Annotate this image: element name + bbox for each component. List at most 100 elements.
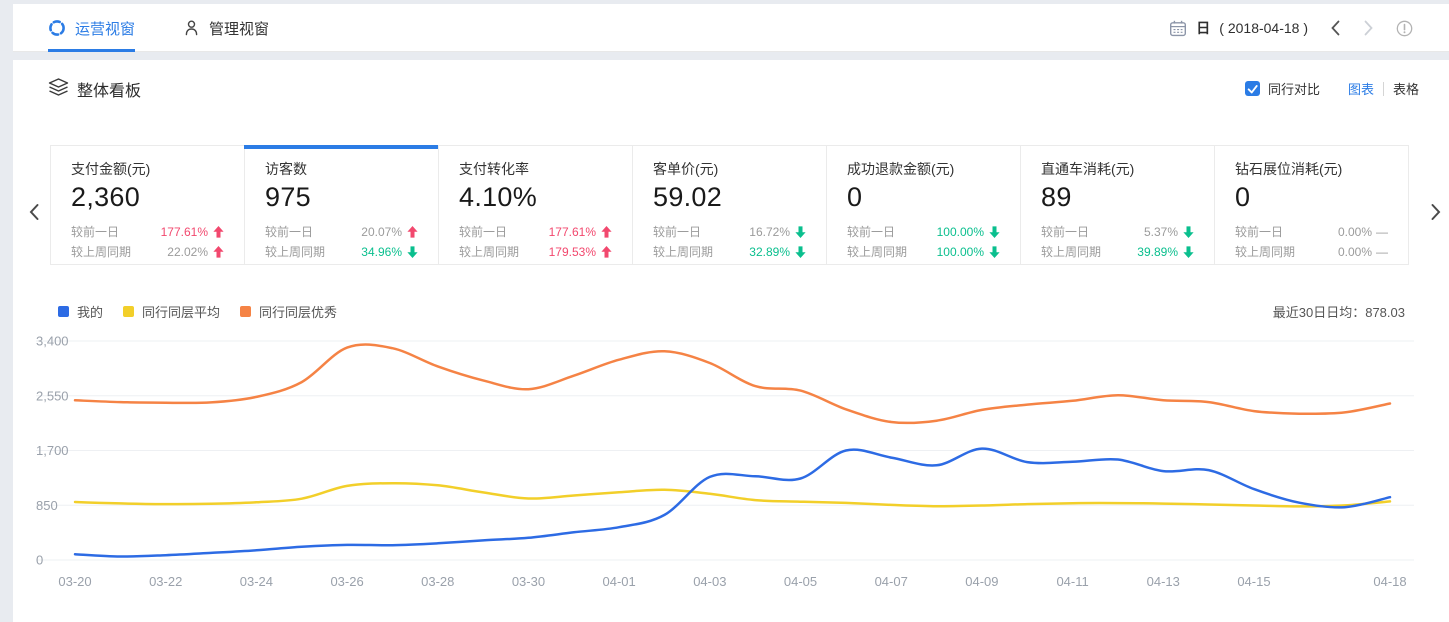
card-value: 89 [1041,182,1072,212]
cards-prev-button[interactable] [28,203,40,226]
card-comparisons: 较前一日 20.07% 较上周同期 34.96% [265,222,418,262]
comparison-row: 较前一日 100.00% [847,222,1000,242]
card-title: 支付转化率 [459,161,529,177]
comparison-value: 22.02% [167,245,208,259]
topbar [13,4,1449,52]
cards-next-button[interactable] [1430,203,1442,226]
tab-management-view[interactable]: 管理视窗 [183,4,269,52]
metric-card-6[interactable]: 直通车消耗(元) 89 较前一日 5.37% 较上周同期 39.89% [1020,145,1215,265]
comparison-value: 0.00% [1337,225,1372,239]
info-icon [1396,20,1413,36]
comparison-trend [596,246,612,258]
view-toggle-table[interactable]: 表格 [1392,82,1419,97]
comparison-row: 较前一日 177.61% [459,222,612,242]
card-comparisons: 较前一日 100.00% 较上周同期 100.00% [847,222,1000,262]
sync-circle-icon [49,20,65,36]
metric-card-1[interactable]: 支付金额(元) 2,360 较前一日 177.61% 较上周同期 22.02% [50,145,245,265]
y-tick-label: 0 [36,553,43,568]
series-line-3 [73,343,1392,425]
y-tick-label: 1,700 [36,443,69,458]
comparison-label: 较前一日 [71,225,120,239]
comparison-value: 177.61% [160,225,208,239]
comparison-row: 较上周同期 34.96% [265,242,418,262]
comparison-value: 177.61% [548,225,596,239]
x-tick-label: 03-20 [58,574,91,589]
metric-card-5[interactable]: 成功退款金额(元) 0 较前一日 100.00% 较上周同期 100.00% [826,145,1021,265]
tab-operations-view[interactable]: 运营视窗 [48,4,136,52]
comparison-row: 较前一日 5.37% [1041,222,1194,242]
metric-card-2[interactable]: 访客数 975 较前一日 20.07% 较上周同期 34.96% [244,145,439,265]
card-title: 直通车消耗(元) [1041,161,1135,177]
x-tick-label: 04-05 [784,574,817,589]
metric-cards: 支付金额(元) 2,360 较前一日 177.61% 较上周同期 22.02% 访客数 975… [50,145,1409,265]
x-tick-label: 04-18 [1373,574,1406,589]
view-toggle-chart[interactable]: 图表 [1347,82,1374,97]
metric-card-4[interactable]: 客单价(元) 59.02 较前一日 16.72% 较上周同期 32.89% [632,145,827,265]
legend-item-3[interactable]: 同行同层优秀 [240,302,337,321]
x-tick-label: 04-11 [1056,574,1088,589]
comparison-label: 较上周同期 [71,245,132,259]
comparison-label: 较上周同期 [459,245,520,259]
x-tick-label: 03-26 [330,574,363,589]
arrow-down-icon [407,246,418,258]
layers-icon [48,78,69,96]
info-button[interactable] [1396,20,1413,37]
peer-compare-checkbox[interactable] [1244,81,1260,96]
x-tick-label: 04-07 [875,574,908,589]
board-title: 整体看板 [77,83,142,100]
comparison-row: 较上周同期 179.53% [459,242,612,262]
series-line-1 [73,447,1392,558]
comparison-label: 较前一日 [1041,225,1090,239]
checkmark-icon [1247,84,1258,93]
comparison-row: 较前一日 0.00% — [1235,222,1388,242]
card-comparisons: 较前一日 0.00% — 较上周同期 0.00% — [1235,222,1388,262]
x-tick-label: 04-15 [1237,574,1270,589]
comparison-row: 较上周同期 39.89% [1041,242,1194,262]
comparison-label: 较上周同期 [847,245,908,259]
comparison-row: 较上周同期 32.89% [653,242,806,262]
comparison-label: 较前一日 [653,225,702,239]
comparison-label: 较上周同期 [1041,245,1102,259]
card-value: 0 [847,182,863,212]
comparison-value: 39.89% [1137,245,1178,259]
comparison-value: 34.96% [361,245,402,259]
comparison-value: 20.07% [361,225,402,239]
arrow-up-icon [601,246,612,258]
chevron-left-icon [1331,20,1340,36]
arrow-up-icon [601,226,612,238]
peer-compare-label[interactable]: 同行对比 [1267,82,1320,97]
prev-day-button[interactable] [1330,20,1341,36]
card-title: 钻石展位消耗(元) [1235,161,1343,177]
x-tick-label: 04-13 [1147,574,1180,589]
card-comparisons: 较前一日 5.37% 较上周同期 39.89% [1041,222,1194,262]
arrow-down-icon [795,246,806,258]
view-toggle-divider [1382,81,1384,96]
comparison-row: 较上周同期 22.02% [71,242,224,262]
date-picker[interactable]: 日 ( 2018-04-18 ) [1169,18,1308,38]
card-comparisons: 较前一日 177.61% 较上周同期 179.53% [459,222,612,262]
card-title: 支付金额(元) [71,161,151,177]
legend-item-2[interactable]: 同行同层平均 [123,302,220,321]
metric-card-3[interactable]: 支付转化率 4.10% 较前一日 177.61% 较上周同期 179.53% [438,145,633,265]
chevron-right-icon [1364,20,1373,36]
x-tick-label: 04-03 [693,574,726,589]
tab-label: 运营视窗 [75,20,136,38]
arrow-down-icon [989,226,1000,238]
legend-label: 同行同层平均 [142,305,221,320]
comparison-trend [402,246,418,258]
comparison-trend [1178,226,1194,238]
arrow-up-icon [213,246,224,258]
x-tick-label: 03-30 [512,574,545,589]
date-value: ( 2018-04-18 ) [1219,20,1308,36]
metric-card-7[interactable]: 钻石展位消耗(元) 0 较前一日 0.00% — 较上周同期 0.00% — [1214,145,1409,265]
arrow-down-icon [1183,246,1194,258]
comparison-value: 32.89% [749,245,790,259]
chart-note: 最近30日日均：878.03 [1272,305,1405,320]
trend-chart: 0 850 1,700 2,550 3,400 03-20 03-22 03-24 03-26 0… [36,334,1414,589]
legend-item-1[interactable]: 我的 [58,302,103,321]
comparison-label: 较前一日 [459,225,508,239]
comparison-trend [984,246,1000,258]
next-day-button[interactable] [1363,20,1374,36]
card-value: 59.02 [653,182,723,212]
comparison-row: 较前一日 177.61% [71,222,224,242]
